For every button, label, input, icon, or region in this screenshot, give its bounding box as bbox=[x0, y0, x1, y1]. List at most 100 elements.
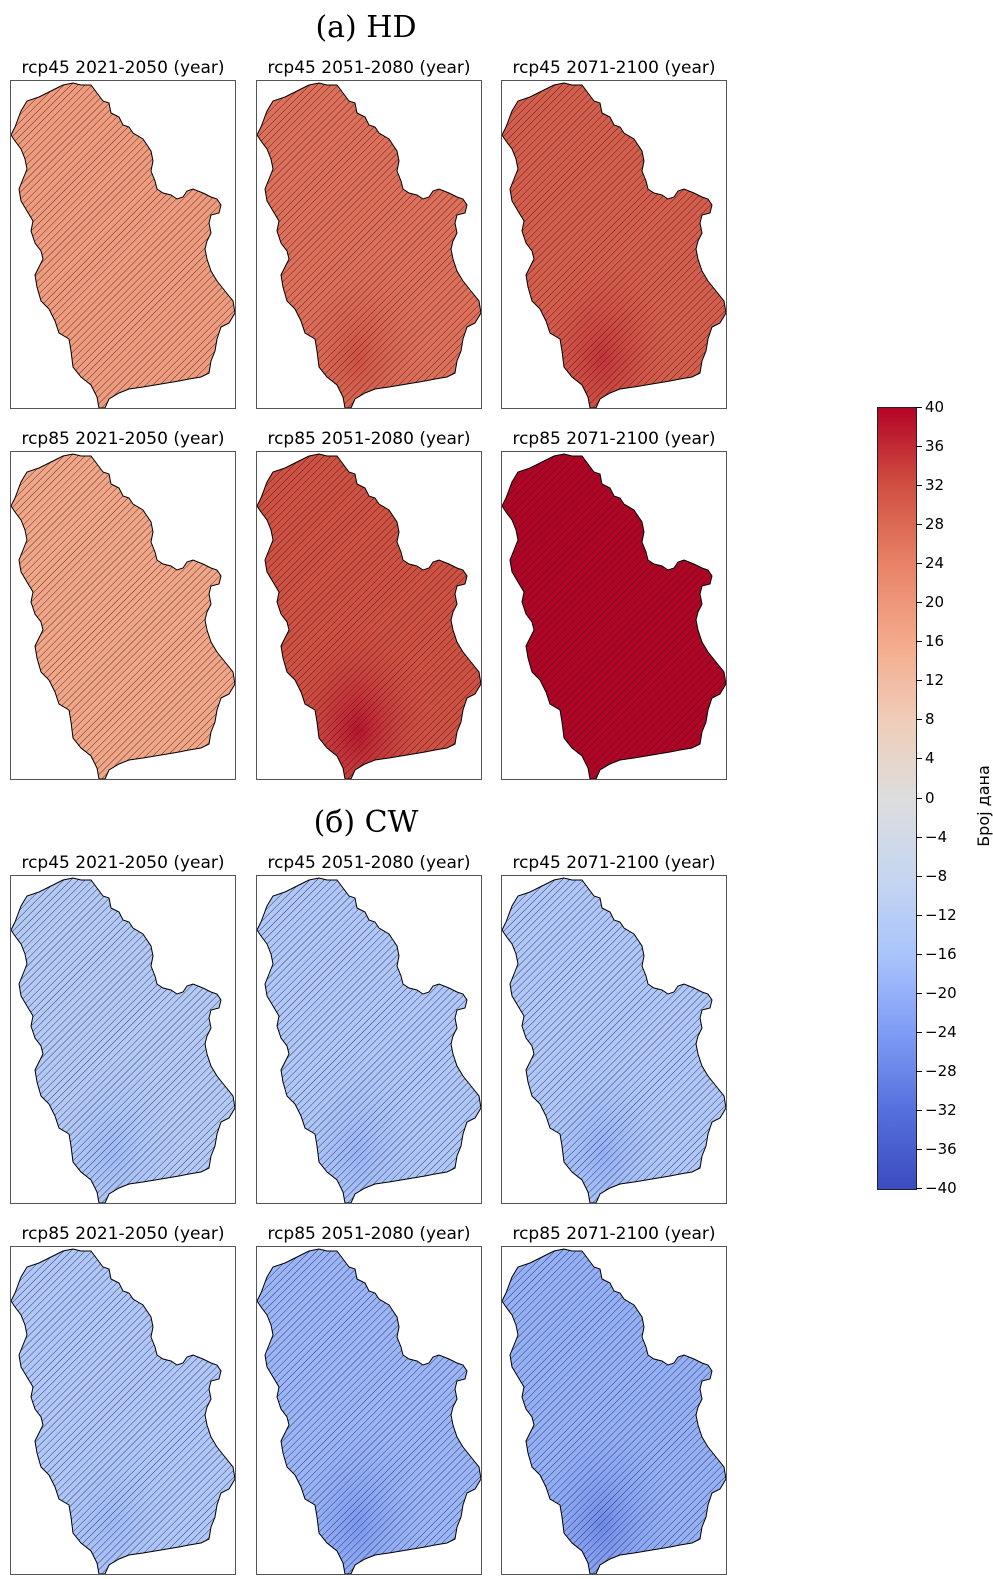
significance-hatch bbox=[502, 454, 726, 779]
country-border bbox=[502, 1248, 726, 1574]
colorbar-tick bbox=[916, 837, 922, 838]
colorbar-tick-label: −4 bbox=[925, 828, 948, 846]
country-border bbox=[502, 453, 726, 779]
colorbar-tick-label: 32 bbox=[925, 476, 945, 494]
panel-title: rcp45 2051-2080 (year) bbox=[267, 853, 471, 873]
country-border bbox=[257, 1248, 481, 1574]
serbia-map bbox=[502, 82, 726, 408]
colorbar-tick-label: −28 bbox=[925, 1062, 957, 1080]
colorbar bbox=[877, 407, 917, 1190]
serbia-map bbox=[257, 82, 481, 408]
section-title-cw: (б) CW bbox=[313, 805, 419, 840]
colorbar-tick bbox=[916, 563, 922, 564]
colorbar-tick bbox=[916, 641, 922, 642]
significance-hatch bbox=[257, 454, 481, 779]
panel-title: rcp85 2071-2100 (year) bbox=[512, 1224, 716, 1244]
country-border bbox=[11, 1248, 235, 1574]
country-border bbox=[11, 453, 235, 779]
colorbar-tick-label: −20 bbox=[925, 984, 957, 1002]
colorbar-tick-label: 40 bbox=[925, 398, 945, 416]
country-border bbox=[502, 82, 726, 408]
panel-title: rcp85 2021-2050 (year) bbox=[21, 1224, 225, 1244]
colorbar-tick bbox=[916, 876, 922, 877]
serbia-map bbox=[257, 453, 481, 779]
colorbar-label: Број дана bbox=[974, 765, 993, 847]
panel-title: rcp45 2071-2100 (year) bbox=[512, 853, 716, 873]
colorbar-tick-label: 16 bbox=[925, 632, 945, 650]
map-frame bbox=[256, 1246, 482, 1575]
colorbar-tick-label: −24 bbox=[925, 1023, 957, 1041]
map-frame bbox=[501, 451, 727, 780]
section-title-hd: (a) HD bbox=[315, 10, 417, 45]
panel-title: rcp45 2021-2050 (year) bbox=[21, 853, 225, 873]
serbia-map bbox=[11, 453, 235, 779]
colorbar-tick-label: −36 bbox=[925, 1140, 957, 1158]
map-frame bbox=[10, 1246, 236, 1575]
colorbar-tick bbox=[916, 915, 922, 916]
map-frame bbox=[501, 80, 727, 409]
map-frame bbox=[256, 875, 482, 1204]
colorbar-tick-label: 36 bbox=[925, 437, 945, 455]
serbia-map bbox=[257, 877, 481, 1203]
colorbar-tick bbox=[916, 954, 922, 955]
colorbar-tick bbox=[916, 993, 922, 994]
colorbar-tick bbox=[916, 446, 922, 447]
colorbar-tick bbox=[916, 719, 922, 720]
serbia-map bbox=[502, 877, 726, 1203]
significance-hatch bbox=[502, 1249, 726, 1574]
colorbar-tick bbox=[916, 602, 922, 603]
colorbar-tick bbox=[916, 798, 922, 799]
panel-title: rcp45 2071-2100 (year) bbox=[512, 58, 716, 78]
significance-hatch bbox=[502, 83, 726, 408]
map-frame bbox=[501, 875, 727, 1204]
significance-hatch bbox=[11, 83, 235, 408]
map-frame bbox=[10, 80, 236, 409]
colorbar-tick bbox=[916, 485, 922, 486]
colorbar-tick bbox=[916, 758, 922, 759]
panel-title: rcp45 2051-2080 (year) bbox=[267, 58, 471, 78]
colorbar-tick-label: 12 bbox=[925, 671, 945, 689]
serbia-map bbox=[502, 1248, 726, 1574]
significance-hatch bbox=[257, 878, 481, 1203]
panel-title: rcp85 2071-2100 (year) bbox=[512, 429, 716, 449]
colorbar-tick-label: −12 bbox=[925, 906, 957, 924]
serbia-map bbox=[11, 877, 235, 1203]
map-frame bbox=[256, 80, 482, 409]
colorbar-tick-label: 0 bbox=[925, 789, 935, 807]
colorbar-tick bbox=[916, 680, 922, 681]
country-border bbox=[257, 453, 481, 779]
significance-hatch bbox=[11, 1249, 235, 1574]
significance-hatch bbox=[257, 83, 481, 408]
serbia-map bbox=[502, 453, 726, 779]
colorbar-tick-label: −32 bbox=[925, 1101, 957, 1119]
colorbar-tick bbox=[916, 407, 922, 408]
colorbar-tick bbox=[916, 1071, 922, 1072]
colorbar-tick-label: 20 bbox=[925, 593, 945, 611]
colorbar-tick-label: 4 bbox=[925, 749, 935, 767]
colorbar-tick-label: 8 bbox=[925, 710, 935, 728]
colorbar-tick-label: −40 bbox=[925, 1179, 957, 1197]
serbia-map bbox=[11, 82, 235, 408]
colorbar-tick bbox=[916, 1149, 922, 1150]
country-border bbox=[257, 82, 481, 408]
colorbar-tick bbox=[916, 1110, 922, 1111]
country-border bbox=[502, 877, 726, 1203]
map-frame bbox=[10, 875, 236, 1204]
significance-hatch bbox=[11, 878, 235, 1203]
country-border bbox=[11, 82, 235, 408]
significance-hatch bbox=[502, 878, 726, 1203]
panel-title: rcp85 2021-2050 (year) bbox=[21, 429, 225, 449]
map-frame bbox=[256, 451, 482, 780]
map-frame bbox=[10, 451, 236, 780]
map-frame bbox=[501, 1246, 727, 1575]
colorbar-tick bbox=[916, 1188, 922, 1189]
colorbar-tick-label: 24 bbox=[925, 554, 945, 572]
significance-hatch bbox=[257, 1249, 481, 1574]
colorbar-tick-label: −8 bbox=[925, 867, 948, 885]
colorbar-tick bbox=[916, 1032, 922, 1033]
colorbar-tick-label: −16 bbox=[925, 945, 957, 963]
colorbar-tick-label: 28 bbox=[925, 515, 945, 533]
panel-title: rcp85 2051-2080 (year) bbox=[267, 1224, 471, 1244]
country-border bbox=[11, 877, 235, 1203]
significance-hatch bbox=[11, 454, 235, 779]
